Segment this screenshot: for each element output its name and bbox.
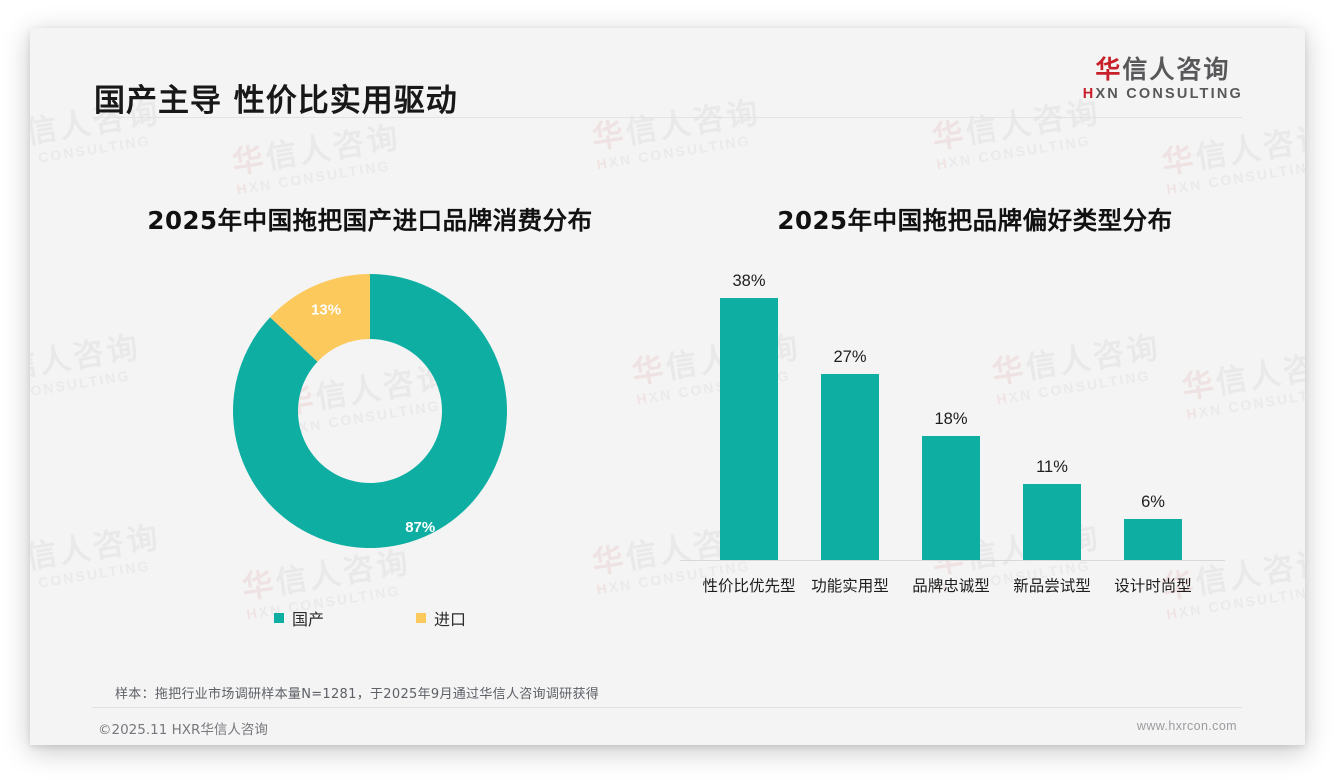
bar-column-1[interactable]: 27%	[821, 270, 879, 560]
charts-area: 2025年中国拖把国产进口品牌消费分布 87% 13% 国产	[30, 120, 1305, 660]
donut-chart-title: 2025年中国拖把国产进口品牌消费分布	[147, 206, 593, 235]
bar-chart-panel: 2025年中国拖把品牌偏好类型分布 38% 27% 18% 11% 6% 性价比优先型功…	[680, 120, 1270, 660]
logo-char-hua: 华	[1095, 55, 1123, 84]
logo-chinese-rest: 信人咨询	[1122, 55, 1231, 84]
page-title: 国产主导 性价比实用驱动	[94, 83, 458, 119]
bar-column-2[interactable]: 18%	[922, 270, 980, 560]
bar-category-label: 设计时尚型	[1114, 577, 1192, 595]
legend-item-jinkou[interactable]: 进口	[416, 606, 466, 630]
bar-rect[interactable]	[1124, 518, 1182, 560]
bar-value-label: 18%	[934, 409, 968, 428]
footer-divider	[92, 707, 1242, 708]
bar-category-label: 新品尝试型	[1013, 577, 1091, 595]
bar-category-label: 品牌忠诚型	[912, 577, 990, 595]
bar-column-4[interactable]: 6%	[1124, 270, 1182, 560]
bar-chart-plot: 38% 27% 18% 11% 6%	[698, 270, 1243, 560]
bar-rect[interactable]	[1023, 484, 1081, 560]
brand-logo: 华信人咨询 HXN CONSULTING	[1083, 56, 1243, 102]
bar-chart-title: 2025年中国拖把品牌偏好类型分布	[777, 206, 1173, 235]
bar-column-0[interactable]: 38%	[720, 270, 778, 560]
bar-rect[interactable]	[821, 373, 879, 560]
donut-svg: 87% 13%	[232, 274, 507, 548]
logo-en-rest: XN CONSULTING	[1095, 85, 1243, 102]
website-link[interactable]: www.hxrcon.com	[1136, 719, 1237, 733]
bar-value-label: 11%	[1036, 458, 1068, 477]
bar-value-label: 27%	[833, 347, 867, 366]
bar-category-label: 功能实用型	[811, 577, 889, 595]
legend-label-guochan: 国产	[291, 610, 324, 629]
bar-value-label: 6%	[1141, 492, 1165, 511]
bar-chart-category-labels: 性价比优先型 功能实用型 品牌忠诚型 新品尝试型 设计时尚型	[698, 568, 1243, 602]
donut-slice-国产[interactable]	[232, 274, 507, 548]
header-divider	[92, 117, 1242, 118]
slide-header: 国产主导 性价比实用驱动 华信人咨询 HXN CONSULTING	[30, 28, 1305, 120]
sample-note: 样本：拖把行业市场调研样本量N=1281，于2025年9月通过华信人咨询调研获得	[115, 687, 600, 702]
legend-swatch-icon-guochan	[273, 613, 284, 623]
bar-category-label: 性价比优先型	[702, 577, 796, 595]
legend-item-guochan[interactable]: 国产	[273, 606, 324, 630]
legend-label-jinkou: 进口	[434, 610, 467, 629]
donut-chart: 87% 13%	[225, 266, 515, 556]
donut-label-jinkou: 13%	[311, 302, 341, 319]
bar-column-3[interactable]: 11%	[1023, 270, 1081, 560]
bar-value-label: 38%	[732, 271, 766, 290]
logo-en-h: H	[1082, 85, 1096, 102]
copyright-text: ©2025.11 HXR华信人咨询	[98, 722, 268, 738]
donut-chart-panel: 2025年中国拖把国产进口品牌消费分布 87% 13% 国产	[70, 120, 670, 660]
logo-english: HXN CONSULTING	[1083, 86, 1243, 102]
bar-chart-axis-line	[680, 560, 1225, 561]
donut-label-guochan: 87%	[405, 519, 435, 536]
bar-rect[interactable]	[922, 435, 980, 560]
legend-swatch-icon-jinkou	[416, 613, 426, 623]
donut-legend: 国产 进口	[70, 606, 670, 630]
bar-rect[interactable]	[720, 297, 778, 560]
donut-slice-进口[interactable]	[270, 274, 370, 362]
logo-chinese: 华信人咨询	[1083, 56, 1243, 84]
